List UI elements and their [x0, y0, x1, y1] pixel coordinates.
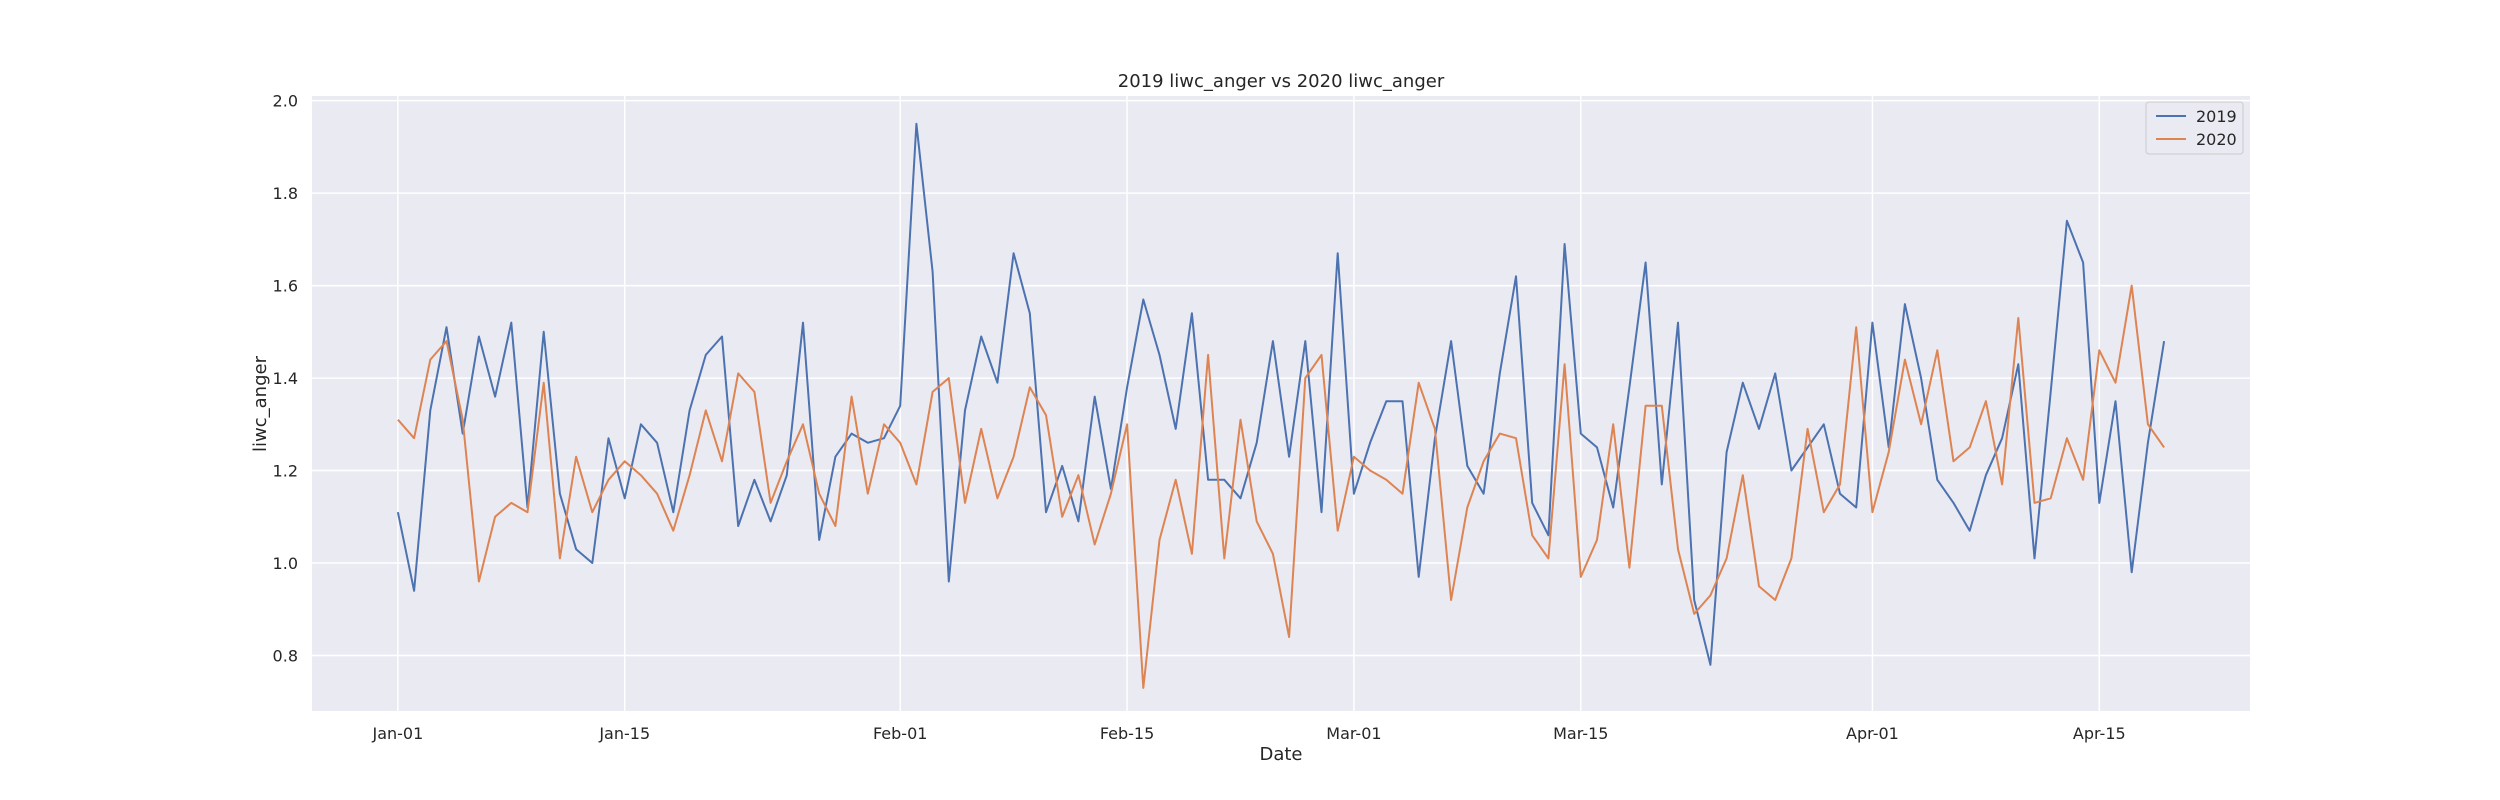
x-tick-label: Apr-15 — [2073, 724, 2126, 743]
y-tick-label: 1.8 — [273, 184, 298, 203]
y-tick-label: 1.0 — [273, 554, 298, 573]
x-tick-label: Jan-15 — [598, 724, 650, 743]
y-axis-label: liwc_anger — [250, 355, 271, 452]
y-tick-label: 1.4 — [273, 369, 298, 388]
chart-title: 2019 liwc_anger vs 2020 liwc_anger — [1118, 71, 1445, 92]
series-line-2020 — [397, 284, 2165, 689]
series-line-2019 — [396, 122, 2166, 666]
legend-label-2020: 2020 — [2196, 130, 2237, 149]
x-tick-label: Feb-15 — [1100, 724, 1154, 743]
x-tick-label: Mar-01 — [1326, 724, 1381, 743]
x-axis-label: Date — [1259, 744, 1302, 765]
y-tick-label: 1.2 — [273, 462, 298, 481]
series-lines — [396, 122, 2166, 689]
x-tick-label: Mar-15 — [1553, 724, 1608, 743]
x-tick-label: Feb-01 — [873, 724, 927, 743]
legend-label-2019: 2019 — [2196, 107, 2237, 126]
tick-labels: 0.8 1.0 1.2 1.4 1.6 1.8 2.0 Jan-01 Jan-15 Feb-01 F… — [273, 92, 2126, 743]
y-tick-label: 2.0 — [273, 92, 298, 111]
legend: 2019 2020 — [2145, 101, 2244, 155]
x-tick-label: Jan-01 — [371, 724, 423, 743]
x-tick-label: Apr-01 — [1846, 724, 1899, 743]
y-tick-label: 1.6 — [273, 277, 298, 296]
y-tick-label: 0.8 — [273, 647, 298, 666]
